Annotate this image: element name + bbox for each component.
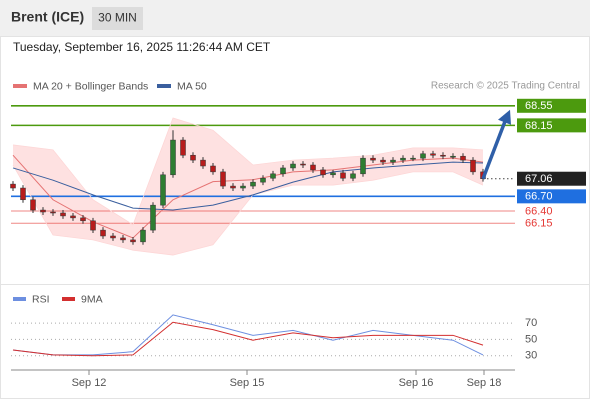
level-label: 68.55 — [525, 100, 553, 112]
candle-body — [90, 220, 96, 231]
candle-body — [200, 159, 206, 167]
candle-body — [350, 173, 356, 179]
candle-body — [70, 215, 76, 219]
legend-swatch — [62, 297, 75, 301]
candle-body — [220, 171, 226, 187]
candle-body — [10, 183, 16, 189]
candle-body — [140, 229, 146, 243]
instrument-title: Brent (ICE) — [11, 9, 84, 25]
level-box — [517, 98, 586, 113]
candle-body — [100, 229, 106, 237]
candle-body — [470, 159, 476, 173]
level-box — [517, 171, 586, 186]
y-tick-label: 30 — [525, 350, 537, 362]
candle-body — [130, 239, 136, 243]
candle-body — [240, 185, 246, 189]
legend-label: RSI — [32, 293, 50, 305]
level-label: 68.15 — [525, 120, 553, 132]
candle-body — [170, 139, 176, 176]
level-label: 67.06 — [525, 173, 553, 185]
legend-swatch — [157, 84, 171, 88]
forecast-arrowhead — [498, 109, 511, 125]
candle-body — [210, 165, 216, 173]
candle-body — [20, 187, 26, 201]
y-tick-label: 50 — [525, 333, 537, 345]
legend-label: MA 20 + Bollinger Bands — [33, 80, 148, 92]
candle-body — [160, 174, 166, 206]
band-upper — [12, 117, 484, 226]
x-tick-label: Sep 16 — [399, 377, 434, 389]
x-tick-label: Sep 12 — [72, 377, 107, 389]
level-label: 66.40 — [525, 205, 553, 217]
candle-body — [410, 157, 416, 160]
candle-body — [40, 209, 46, 213]
bollinger-band — [13, 118, 483, 256]
x-tick-label: Sep 15 — [230, 377, 265, 389]
candle-body — [430, 153, 436, 156]
candle-body — [340, 172, 346, 179]
candle-body — [390, 159, 396, 163]
candle-body — [280, 167, 286, 175]
candle-body — [380, 159, 386, 163]
candle-body — [120, 237, 126, 241]
candle-body — [290, 163, 296, 169]
candle-body — [250, 181, 256, 187]
candle-body — [30, 199, 36, 211]
candle-body — [50, 211, 56, 214]
y-tick-label: 70 — [525, 317, 537, 329]
candle-body — [360, 157, 366, 175]
candle-body — [60, 212, 66, 217]
legend-swatch — [13, 84, 27, 88]
candle-body — [230, 185, 236, 189]
header-bar — [0, 0, 590, 36]
legend-swatch — [13, 297, 26, 301]
indicator-line — [12, 321, 484, 357]
candle-body — [180, 139, 186, 156]
candle-body — [260, 177, 266, 183]
legend-label: 9MA — [81, 293, 103, 305]
candle-body — [270, 173, 276, 179]
level-label: 66.15 — [525, 218, 553, 230]
candle-body — [190, 154, 196, 161]
candle-body — [300, 163, 306, 166]
candle-body — [320, 169, 326, 176]
candle-body — [110, 235, 116, 239]
candle-body — [440, 154, 446, 157]
ma50-line — [12, 161, 484, 211]
candle-body — [150, 204, 156, 231]
legend-label: MA 50 — [177, 80, 207, 92]
timestamp: Tuesday, September 16, 2025 11:26:44 AM … — [13, 40, 271, 54]
level-box — [517, 189, 586, 204]
level-box — [517, 118, 586, 133]
candle-body — [310, 164, 316, 171]
candle-body — [420, 153, 426, 159]
timeframe-box — [92, 7, 143, 30]
x-tick-label: Sep 18 — [467, 377, 502, 389]
level-label: 66.70 — [525, 191, 553, 203]
candle-body — [460, 155, 466, 161]
candle-body — [330, 172, 336, 176]
candle-body — [450, 155, 456, 158]
credit: Research © 2025 Trading Central — [431, 81, 580, 92]
candle-body — [80, 217, 86, 222]
forecast-arrow — [481, 118, 508, 180]
timeframe: 30 MIN — [98, 11, 137, 25]
candle-body — [400, 157, 406, 161]
candle-body — [370, 157, 376, 161]
